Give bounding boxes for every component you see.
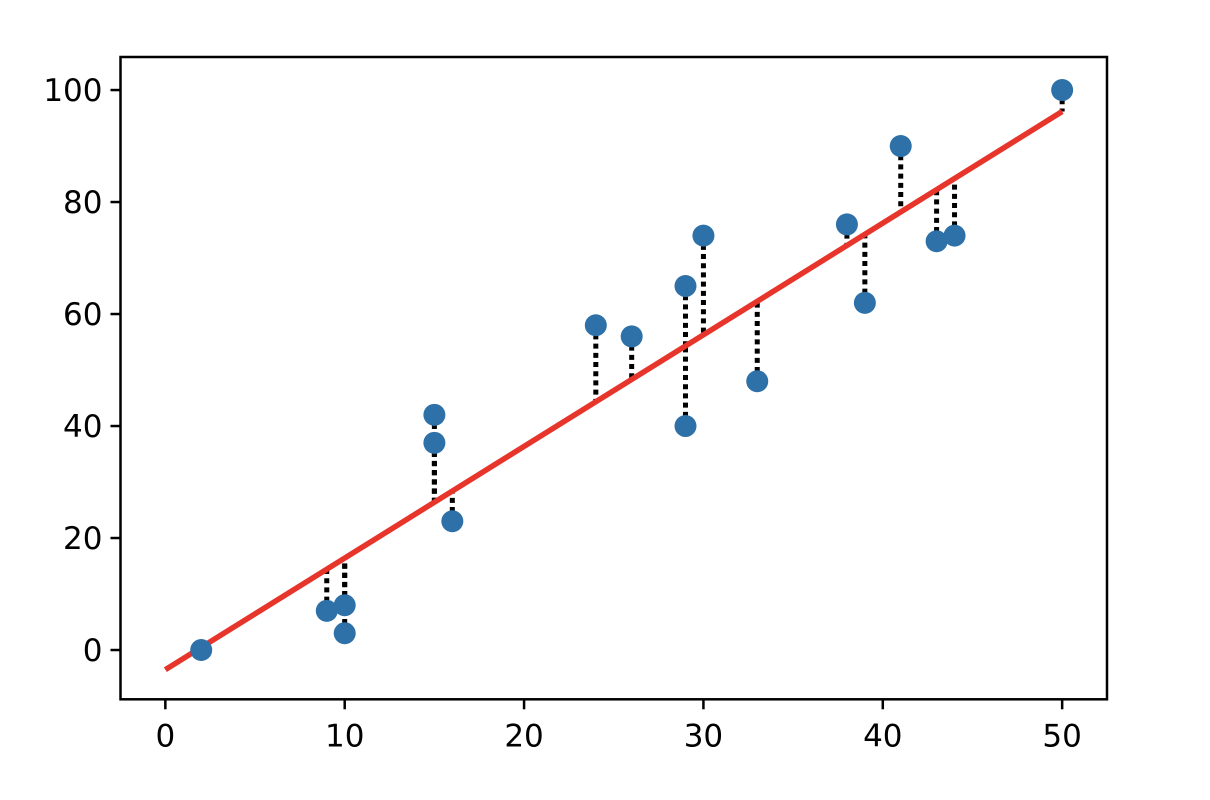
data-point: [190, 639, 213, 662]
x-tick-label: 30: [684, 718, 723, 754]
regression-line: [163, 109, 1064, 673]
x-tick-label: 0: [155, 718, 175, 754]
data-point: [315, 599, 338, 622]
x-tick-label: 20: [504, 718, 543, 754]
data-point: [1051, 79, 1074, 102]
data-point: [333, 622, 356, 645]
data-point: [889, 135, 912, 158]
x-tick-label: 50: [1042, 718, 1081, 754]
data-point: [441, 510, 464, 533]
data-point: [333, 594, 356, 617]
x-tick-label: 10: [325, 718, 364, 754]
data-point: [692, 224, 715, 247]
y-tick-label: 40: [63, 409, 102, 445]
data-point: [943, 224, 966, 247]
y-tick-label: 60: [63, 297, 102, 333]
data-point: [925, 230, 948, 253]
data-point: [584, 314, 607, 337]
y-tick-label: 100: [43, 73, 102, 109]
y-tick-label: 20: [63, 521, 102, 557]
data-point: [674, 275, 697, 298]
data-point: [746, 370, 769, 393]
data-point: [423, 403, 446, 426]
data-point: [620, 325, 643, 348]
y-tick-label: 0: [83, 633, 103, 669]
data-point: [853, 291, 876, 314]
data-point: [835, 213, 858, 236]
data-point: [674, 415, 697, 438]
y-tick-label: 80: [63, 185, 102, 221]
x-tick-label: 40: [863, 718, 902, 754]
data-point: [423, 431, 446, 454]
